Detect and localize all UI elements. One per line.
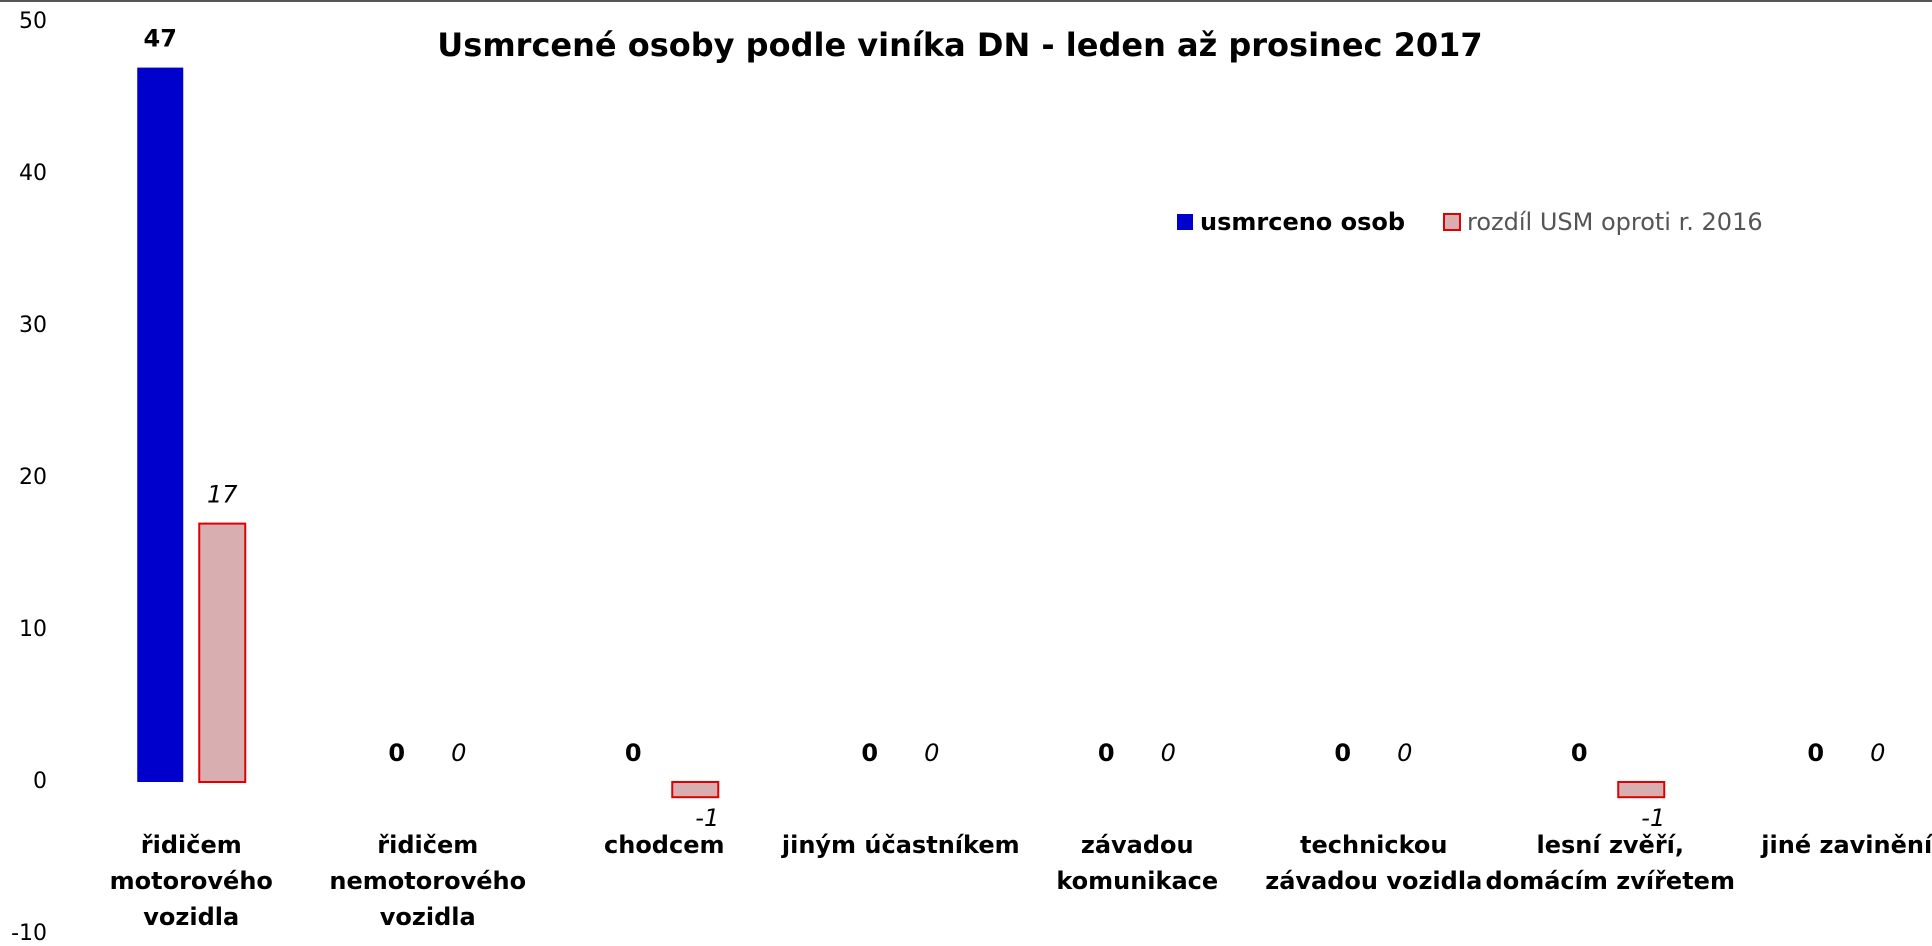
x-tick-label: závadou komunikace: [1056, 831, 1218, 895]
y-tick-label: 20: [19, 465, 47, 490]
x-tick-label: řidičem motorového vozidla: [110, 831, 273, 931]
x-tick-line: vozidla: [143, 903, 239, 931]
legend-swatch: [1177, 214, 1193, 230]
y-tick-label: 40: [19, 161, 47, 186]
value-label: 0: [451, 739, 466, 767]
bar: [1617, 781, 1666, 799]
chart-title: Usmrcené osoby podle viníka DN - leden a…: [437, 26, 1482, 64]
value-label: 47: [144, 25, 177, 53]
value-label: 17: [207, 481, 238, 509]
legend-swatch: [1443, 213, 1461, 231]
legend-label: usmrceno osob: [1200, 208, 1405, 236]
x-tick-label: lesní zvěří, domácím zvířetem: [1486, 831, 1735, 895]
x-tick-line: závadou: [1081, 831, 1194, 859]
x-tick-line: komunikace: [1056, 867, 1218, 895]
x-tick-line: domácím zvířetem: [1486, 867, 1735, 895]
x-tick-line: lesní zvěří,: [1536, 831, 1684, 859]
y-tick-label: 0: [33, 769, 47, 794]
value-label: 0: [1571, 739, 1588, 767]
x-tick-line: řidičem: [141, 831, 242, 859]
bar: [198, 522, 247, 783]
value-label: 0: [924, 739, 939, 767]
x-tick-line: chodcem: [604, 831, 725, 859]
x-tick-line: technickou: [1300, 831, 1448, 859]
value-label: 0: [1807, 739, 1824, 767]
x-tick-line: vozidla: [380, 903, 476, 931]
x-tick-label: jiným účastníkem: [781, 831, 1020, 859]
x-tick-line: jiné zavinění: [1760, 831, 1932, 859]
x-tick-line: motorového: [110, 867, 273, 895]
legend-label: rozdíl USM oproti r. 2016: [1467, 208, 1763, 236]
bar: [137, 67, 184, 783]
value-label: 0: [625, 739, 642, 767]
bar: [671, 781, 720, 799]
x-tick-label: technickou závadou vozidla: [1265, 831, 1482, 895]
x-tick-line: nemotorového: [329, 867, 526, 895]
value-label: 0: [1334, 739, 1351, 767]
value-label: -1: [1641, 804, 1665, 832]
y-tick-label: 10: [19, 617, 47, 642]
value-label: -1: [695, 804, 719, 832]
value-label: 0: [388, 739, 405, 767]
value-label: 0: [1870, 739, 1885, 767]
x-tick-line: závadou vozidla: [1265, 867, 1482, 895]
value-label: 0: [861, 739, 878, 767]
y-tick-label: 30: [19, 313, 47, 338]
x-tick-line: řidičem: [377, 831, 478, 859]
x-tick-label: jiné zavinění: [1760, 831, 1932, 859]
x-tick-line: jiným účastníkem: [781, 831, 1020, 859]
y-tick-label: 50: [19, 9, 47, 34]
x-tick-label: řidičem nemotorového vozidla: [329, 831, 526, 931]
x-tick-label: chodcem: [604, 831, 725, 859]
value-label: 0: [1161, 739, 1176, 767]
value-label: 0: [1397, 739, 1412, 767]
value-label: 0: [1098, 739, 1115, 767]
y-tick-label: -10: [11, 921, 47, 946]
